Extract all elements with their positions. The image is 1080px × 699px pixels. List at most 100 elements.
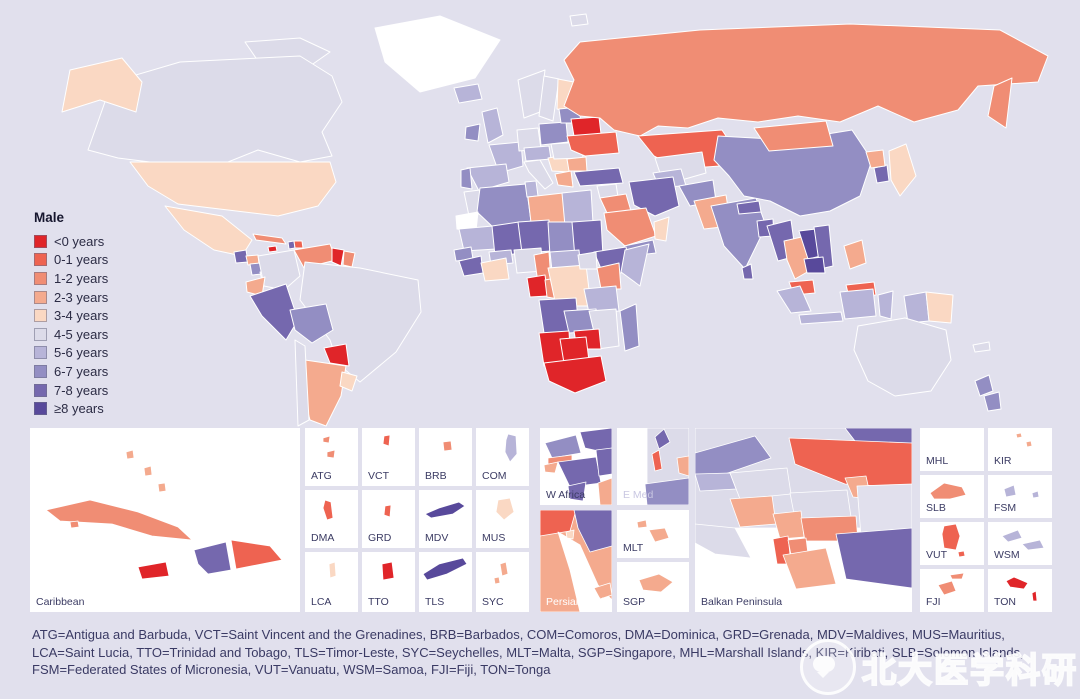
region-fsm <box>1031 490 1040 499</box>
region-cuba <box>45 499 193 541</box>
region-mauritania <box>458 225 497 252</box>
inset-label-mdv: MDV <box>425 532 449 544</box>
region-ireland <box>464 123 481 142</box>
inset-label-syc: SYC <box>482 596 504 608</box>
inset-label-mus: MUS <box>482 532 506 544</box>
inset-label-vut: VUT <box>926 549 947 561</box>
inset-persian-gulf: Persian Gulf <box>540 510 612 612</box>
region-new-zealand-south <box>983 391 1002 412</box>
region-somalia <box>620 243 650 287</box>
region-guinea <box>557 456 602 488</box>
region-india <box>710 197 767 270</box>
region-new-zealand-north <box>974 374 994 397</box>
region-guyana <box>331 247 345 267</box>
region-sumatra <box>776 285 812 314</box>
region-saudi-edge <box>676 455 689 477</box>
legend-row: <0 years <box>34 232 108 251</box>
region-tanzania <box>583 285 620 314</box>
region-grd <box>383 504 392 518</box>
region-dominican-republic <box>230 539 283 570</box>
legend-row: 4-5 years <box>34 325 108 344</box>
inset-lca: LCA <box>305 552 358 612</box>
inset-vct: VCT <box>362 428 415 486</box>
legend-swatch <box>34 402 47 416</box>
inset-grd: GRD <box>362 490 415 548</box>
legend-swatch <box>34 364 47 378</box>
region-syc <box>493 576 501 585</box>
legend-row: ≥8 years <box>34 399 108 418</box>
region-fsm <box>1003 484 1017 498</box>
region-iran <box>628 176 680 217</box>
region-lca <box>328 561 337 579</box>
inset-mus: MUS <box>476 490 529 548</box>
black-sea <box>856 483 912 539</box>
inset-caribbean: Caribbean <box>30 428 300 612</box>
legend-swatch <box>34 271 47 285</box>
legend-label: 7-8 years <box>54 382 109 398</box>
inset-label-fsm: FSM <box>994 502 1017 514</box>
region-vut <box>957 550 966 558</box>
inset-ton: TON <box>988 569 1052 612</box>
legend-label: 0-1 years <box>54 252 109 268</box>
region-vut <box>941 523 961 551</box>
inset-label-ton: TON <box>994 596 1016 608</box>
inset-label-e-med: E Med <box>623 489 654 501</box>
inset-balkan: Balkan Peninsula <box>695 428 912 612</box>
region-slb <box>929 482 967 500</box>
inset-brb: BRB <box>419 428 472 486</box>
region-jamaica <box>267 245 278 253</box>
region-nepal <box>736 200 762 215</box>
region-ukraine <box>566 131 620 157</box>
legend-row: 2-3 years <box>34 288 108 307</box>
region-japan <box>888 143 917 197</box>
abbreviation-footnote: ATG=Antigua and Barbuda, VCT=Saint Vince… <box>32 626 1042 679</box>
inset-w-africa: W Africa <box>540 428 612 505</box>
region-lebanon <box>654 428 671 450</box>
region-singapore <box>638 573 674 593</box>
region-dominican-republic <box>293 240 304 249</box>
legend-label: 2-3 years <box>54 289 109 305</box>
inset-label-fji: FJI <box>926 596 941 608</box>
legend-swatch <box>34 309 47 323</box>
region-mdv <box>424 501 466 519</box>
legend-label: ≥8 years <box>54 401 104 417</box>
region-uae <box>593 582 612 600</box>
region-dma <box>322 499 334 521</box>
region-poland <box>538 121 569 146</box>
region-portugal <box>460 167 473 190</box>
watermark-logo-icon <box>800 639 856 695</box>
region-oman <box>653 216 670 242</box>
region-tunisia <box>524 180 539 198</box>
region-austria <box>695 472 737 492</box>
inset-label-persian-gulf: Persian Gulf <box>546 596 604 608</box>
inset-label-mlt: MLT <box>623 542 644 554</box>
region-greece <box>782 547 837 590</box>
inset-kir: KIR <box>988 428 1052 471</box>
inset-label-kir: KIR <box>994 455 1012 467</box>
region-philippines <box>843 239 867 270</box>
region-cote-divoire-edge <box>597 477 612 505</box>
region-kuwait <box>565 529 575 540</box>
inset-label-vct: VCT <box>368 470 389 482</box>
region-south-africa <box>543 355 607 394</box>
region-paraguay <box>323 343 350 367</box>
region-greenland <box>374 15 501 93</box>
region-svalbard <box>569 13 589 27</box>
legend-row: 0-1 years <box>34 251 108 270</box>
region-fji <box>949 572 965 580</box>
region-central-europe <box>523 145 552 162</box>
region-egypt <box>644 477 689 505</box>
region-tto <box>381 561 395 581</box>
inset-label-mhl: MHL <box>926 455 949 467</box>
footnote-line-2: LCA=Saint Lucia, TTO=Trinidad and Tobago… <box>32 644 1024 660</box>
inset-tls: TLS <box>419 552 472 612</box>
inset-label-sgp: SGP <box>623 596 646 608</box>
legend-swatch <box>34 327 47 341</box>
inset-mdv: MDV <box>419 490 472 548</box>
world-map <box>61 13 1049 427</box>
inset-label-wsm: WSM <box>994 549 1020 561</box>
region-com <box>504 433 518 463</box>
region-atg <box>326 449 336 459</box>
region-mexico <box>164 205 253 257</box>
